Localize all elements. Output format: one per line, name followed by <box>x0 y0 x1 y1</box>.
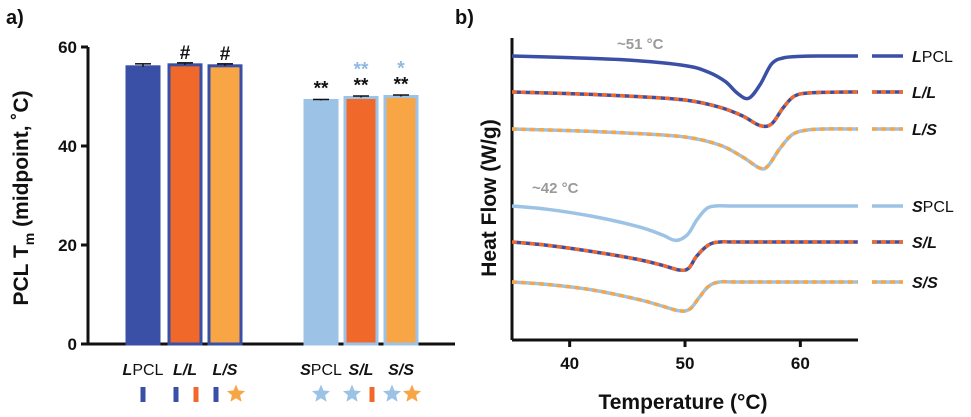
legend-label: S/L <box>912 235 937 252</box>
series-line <box>511 127 859 171</box>
legend-label: L/L <box>912 85 936 102</box>
significance-mark: ** <box>314 78 329 99</box>
category-label: L/S <box>213 362 238 379</box>
legend-label: L/S <box>912 122 937 139</box>
composition-bar-marker <box>193 387 199 402</box>
series-line-dash <box>511 279 858 313</box>
bar <box>167 63 203 346</box>
composition-bar-marker <box>140 387 146 402</box>
y-tick-label: 0 <box>68 335 77 354</box>
significance-mark: ** <box>354 75 369 96</box>
category-suffix: PCL <box>311 362 342 379</box>
star-marker <box>403 384 421 402</box>
legend-prefix: S <box>912 199 923 216</box>
y-tick-label: 40 <box>58 137 77 156</box>
series-line <box>511 279 858 313</box>
legend-prefix: L/S <box>912 122 937 139</box>
thermogram-y-axis-label: Heat Flow (W/g) <box>478 119 501 276</box>
y-tick-label: 60 <box>58 38 77 57</box>
category-label: S/L <box>349 362 374 379</box>
significance-mark: * <box>397 59 405 80</box>
legend-prefix: L/L <box>912 85 936 102</box>
thermogram-series <box>511 54 859 313</box>
category-prefix: L/S <box>213 362 238 379</box>
composition-bar-marker <box>173 387 179 402</box>
bar-chart-categories: LPCL L/L L/S SPCL S/L S/S <box>123 362 421 402</box>
bar-chart-bars: # #** ******* <box>125 43 419 346</box>
bar <box>125 65 161 346</box>
legend-prefix: S/L <box>912 235 937 252</box>
category-prefix: S <box>300 362 311 379</box>
category-label: SPCL <box>300 362 342 379</box>
category-label: L/L <box>173 362 197 379</box>
series-line-dash <box>511 127 859 171</box>
significance-mark: # <box>220 44 231 65</box>
series-line <box>511 204 858 243</box>
series-line-dash <box>511 240 858 273</box>
bar <box>303 98 339 346</box>
bar-chart-y-axis-label: PCL Tm (midpoint, ˚C) <box>10 90 37 305</box>
panel-b-label: b) <box>455 7 474 29</box>
y-tick-label: 20 <box>58 236 77 255</box>
thermogram-axes: 40 50 60 <box>510 38 858 373</box>
category-label: S/S <box>388 362 414 379</box>
x-tick-label: 40 <box>560 354 579 373</box>
ylabel-sub: m <box>21 233 37 245</box>
bar <box>383 95 419 346</box>
bar <box>207 64 243 346</box>
dsc-thermogram-panel: b) Heat Flow (W/g) Temperature (°C) ~51 … <box>455 7 954 414</box>
category-label: LPCL <box>123 362 164 379</box>
category-prefix: L/L <box>173 362 197 379</box>
significance-mark: ** <box>394 75 409 96</box>
star-marker <box>227 384 245 402</box>
category-suffix: PCL <box>132 362 163 379</box>
star-marker <box>343 384 361 402</box>
series-line <box>511 54 859 101</box>
legend-label: LPCL <box>912 49 953 66</box>
legend-suffix: PCL <box>923 199 954 216</box>
legend-label: SPCL <box>912 199 954 216</box>
series-line <box>511 240 858 273</box>
legend-prefix: S/S <box>912 275 938 292</box>
legend-suffix: PCL <box>922 49 953 66</box>
category-prefix: S/S <box>388 362 414 379</box>
ylabel-pre: PCL T <box>10 245 33 305</box>
x-tick-label: 50 <box>676 354 695 373</box>
thermogram-x-axis-label: Temperature (°C) <box>598 391 767 414</box>
star-marker <box>312 384 330 402</box>
composition-bar-marker <box>213 387 219 402</box>
x-tick-label: 60 <box>791 354 810 373</box>
bar <box>343 95 379 346</box>
ylabel-post: (midpoint, ˚C) <box>10 90 33 232</box>
significance-mark: ** <box>354 59 369 80</box>
annotation-51c: ~51 °C <box>617 36 664 53</box>
panel-a-label: a) <box>6 7 24 29</box>
annotation-42c: ~42 °C <box>532 180 579 197</box>
legend-prefix: L <box>912 49 922 66</box>
category-prefix: L <box>123 362 133 379</box>
legend-label: S/S <box>912 275 938 292</box>
composition-bar-marker <box>369 387 375 402</box>
series-line <box>511 90 859 129</box>
star-marker <box>383 384 401 402</box>
category-prefix: S/L <box>349 362 374 379</box>
significance-mark: # <box>180 43 191 64</box>
series-line-dash <box>511 90 859 129</box>
